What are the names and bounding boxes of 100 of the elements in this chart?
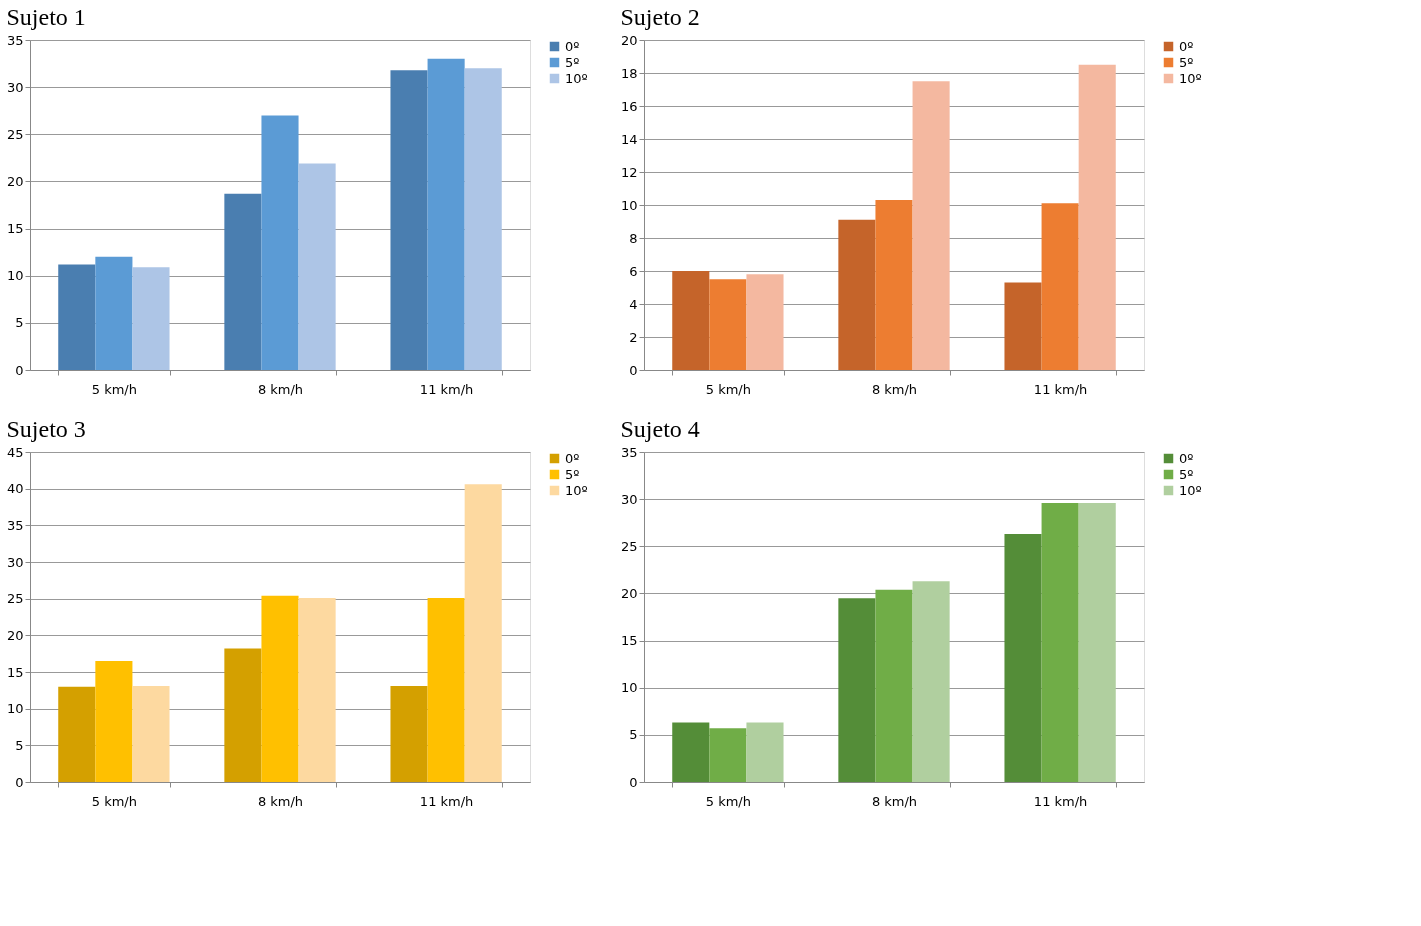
x-tick-label: 11 km/h xyxy=(419,381,474,397)
legend-label: 10º xyxy=(1179,70,1202,86)
bar xyxy=(838,598,876,782)
y-tick-label: 35 xyxy=(620,444,638,460)
y-tick-label: 5 xyxy=(629,727,638,743)
y-tick-label: 15 xyxy=(620,633,638,649)
y-tick-label: 16 xyxy=(620,98,638,114)
bar xyxy=(261,595,299,782)
bar xyxy=(875,200,913,370)
bar xyxy=(58,686,96,782)
bar xyxy=(261,115,299,370)
y-tick-label: 4 xyxy=(629,296,638,312)
bar xyxy=(1078,64,1116,370)
y-tick-label: 14 xyxy=(620,131,638,147)
y-tick-label: 15 xyxy=(6,664,24,680)
y-tick-label: 10 xyxy=(620,197,638,213)
y-tick-label: 35 xyxy=(6,517,24,533)
bar xyxy=(95,661,133,782)
y-tick-label: 30 xyxy=(6,554,24,570)
legend-label: 5º xyxy=(1179,54,1194,70)
y-tick-label: 0 xyxy=(15,362,24,378)
legend-label: 5º xyxy=(1179,466,1194,482)
y-tick-label: 25 xyxy=(6,126,24,142)
bar xyxy=(427,58,465,370)
y-tick-label: 45 xyxy=(6,444,24,460)
y-tick-label: 5 xyxy=(15,737,24,753)
chart-title: Sujeto 1 xyxy=(6,4,86,30)
chart-title: Sujeto 3 xyxy=(6,416,86,442)
y-tick-label: 35 xyxy=(6,32,24,48)
bar xyxy=(390,70,428,370)
y-tick-label: 40 xyxy=(6,481,24,497)
y-tick-label: 10 xyxy=(6,268,24,284)
bar xyxy=(58,264,96,370)
chart-title: Sujeto 2 xyxy=(620,4,700,30)
y-tick-label: 30 xyxy=(620,491,638,507)
x-tick-label: 8 km/h xyxy=(257,381,304,397)
bar xyxy=(132,267,170,370)
bar xyxy=(709,279,747,370)
y-tick-label: 18 xyxy=(620,65,638,81)
bar xyxy=(875,589,913,782)
legend-label: 5º xyxy=(565,54,580,70)
x-tick-label: 5 km/h xyxy=(91,381,137,397)
x-tick-label: 5 km/h xyxy=(91,793,137,809)
y-tick-label: 10 xyxy=(6,701,24,717)
legend-label: 0º xyxy=(565,38,580,54)
x-tick-label: 5 km/h xyxy=(705,793,751,809)
y-tick-label: 10 xyxy=(620,680,638,696)
legend-label: 0º xyxy=(1179,450,1194,466)
y-tick-label: 0 xyxy=(629,362,638,378)
y-tick-label: 20 xyxy=(620,585,638,601)
bar xyxy=(1004,534,1042,782)
legend-label: 10º xyxy=(1179,482,1202,498)
bar xyxy=(746,722,784,782)
y-tick-label: 15 xyxy=(6,221,24,237)
bar xyxy=(390,685,428,782)
legend-label: 0º xyxy=(565,450,580,466)
bar xyxy=(838,219,876,370)
legend-label: 0º xyxy=(1179,38,1194,54)
bar xyxy=(1004,282,1042,370)
x-tick-label: 8 km/h xyxy=(871,793,918,809)
y-tick-label: 25 xyxy=(620,538,638,554)
y-tick-label: 6 xyxy=(629,263,638,279)
y-tick-label: 0 xyxy=(629,774,638,790)
bar xyxy=(464,68,502,370)
bar xyxy=(1041,203,1079,370)
y-tick-label: 12 xyxy=(620,164,638,180)
bar xyxy=(298,597,336,782)
x-tick-label: 11 km/h xyxy=(1033,381,1088,397)
x-tick-label: 11 km/h xyxy=(419,793,474,809)
chart-title: Sujeto 4 xyxy=(620,416,700,442)
bar xyxy=(709,728,747,782)
x-tick-label: 5 km/h xyxy=(705,381,751,397)
bar xyxy=(746,274,784,370)
legend-label: 5º xyxy=(565,466,580,482)
y-tick-label: 0 xyxy=(15,774,24,790)
legend-label: 10º xyxy=(565,70,588,86)
y-tick-label: 30 xyxy=(6,79,24,95)
y-tick-label: 20 xyxy=(620,32,638,48)
bar xyxy=(427,597,465,782)
bar xyxy=(1041,502,1079,782)
legend-label: 10º xyxy=(565,482,588,498)
y-tick-label: 20 xyxy=(6,173,24,189)
x-tick-label: 8 km/h xyxy=(257,793,304,809)
bar xyxy=(95,256,133,370)
bar xyxy=(464,484,502,782)
y-tick-label: 25 xyxy=(6,591,24,607)
y-tick-label: 5 xyxy=(15,315,24,331)
y-tick-label: 2 xyxy=(629,329,638,345)
y-tick-label: 20 xyxy=(6,627,24,643)
bar xyxy=(912,581,950,782)
bar xyxy=(672,722,710,782)
bar xyxy=(672,271,710,370)
x-tick-label: 8 km/h xyxy=(871,381,918,397)
bar xyxy=(298,163,336,370)
bar xyxy=(224,193,262,370)
x-tick-label: 11 km/h xyxy=(1033,793,1088,809)
bar xyxy=(224,648,262,782)
bar xyxy=(132,685,170,782)
y-tick-label: 8 xyxy=(629,230,638,246)
bar xyxy=(912,81,950,370)
